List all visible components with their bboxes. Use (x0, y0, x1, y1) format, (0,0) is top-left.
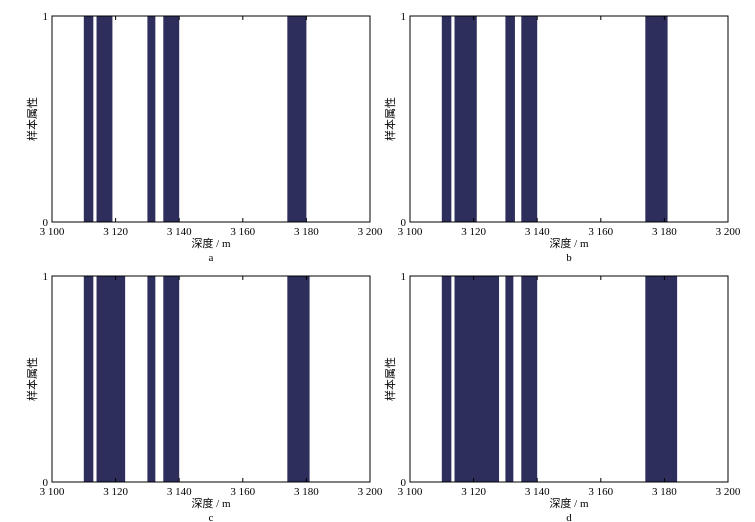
x-tick-label: 3 180 (294, 226, 319, 238)
panel-label: d (566, 512, 572, 522)
bar (505, 16, 515, 222)
bar (441, 276, 452, 482)
bar (83, 276, 94, 482)
y-tick-label: 0 (43, 477, 49, 489)
y-tick-label: 1 (401, 271, 407, 283)
x-axis-label: 深度 / m (191, 236, 231, 250)
x-tick-label: 3 140 (167, 486, 192, 498)
plot-frame (409, 275, 729, 483)
x-axis-label: 深度 / m (549, 236, 589, 250)
panel-label: c (209, 512, 214, 522)
x-tick-label: 3 180 (294, 486, 319, 498)
y-axis-label: 样本属性 (383, 97, 397, 141)
bar (287, 276, 310, 482)
y-tick-label: 1 (401, 11, 407, 23)
plot-frame (51, 15, 371, 223)
bar (163, 276, 180, 482)
chart-panel-d: 3 100 3 120 3 140 3 160 3 180 3 200 0 1 深度 / m 样本… (358, 260, 741, 522)
chart-panel-a: 3 100 3 120 3 140 3 160 3 180 3 200 0 1 深度 / m 样本… (0, 0, 383, 264)
bar-chart-svg: 3 100 3 120 3 140 3 160 3 180 3 200 0 1 深度 / m 样本… (383, 11, 741, 264)
bar-chart-svg: 3 100 3 120 3 140 3 160 3 180 3 200 0 1 深度 / m 样本… (25, 271, 383, 522)
bar (147, 16, 156, 222)
bar (645, 16, 668, 222)
x-tick-label: 3 140 (167, 226, 192, 238)
x-tick-label: 3 120 (103, 226, 128, 238)
x-tick-label: 3 160 (588, 486, 613, 498)
chart-panel-c: 3 100 3 120 3 140 3 160 3 180 3 200 0 1 深度 / m 样本… (0, 260, 383, 522)
plot-frame (409, 15, 729, 223)
y-axis-label: 样本属性 (383, 357, 397, 401)
y-axis-label: 样本属性 (25, 357, 39, 401)
x-tick-label: 3 160 (230, 226, 255, 238)
y-tick-label: 0 (401, 477, 407, 489)
x-tick-label: 3 100 (40, 226, 65, 238)
x-tick-label: 3 180 (652, 226, 677, 238)
x-tick-label: 3 160 (230, 486, 255, 498)
bar (441, 16, 452, 222)
bar (96, 276, 126, 482)
x-tick-label: 3 140 (525, 486, 550, 498)
x-axis-label: 深度 / m (549, 496, 589, 510)
x-tick-label: 3 120 (103, 486, 128, 498)
bar (505, 276, 514, 482)
bar (96, 16, 113, 222)
chart-panel-b: 3 100 3 120 3 140 3 160 3 180 3 200 0 1 深度 / m 样本… (358, 0, 741, 264)
x-tick-label: 3 200 (716, 486, 741, 498)
x-tick-label: 3 120 (461, 486, 486, 498)
bar (645, 276, 678, 482)
x-tick-label: 3 200 (358, 226, 383, 238)
bar (521, 16, 538, 222)
bar (147, 276, 156, 482)
bar (287, 16, 307, 222)
y-tick-label: 1 (43, 271, 49, 283)
plot-frame (51, 275, 371, 483)
y-tick-label: 0 (401, 217, 407, 229)
bar (163, 16, 180, 222)
x-tick-label: 3 200 (716, 226, 741, 238)
bar (454, 276, 500, 482)
bar (521, 276, 538, 482)
x-tick-label: 3 200 (358, 486, 383, 498)
x-tick-label: 3 180 (652, 486, 677, 498)
y-axis-label: 样本属性 (25, 97, 39, 141)
x-tick-label: 3 100 (398, 486, 423, 498)
bar-chart-svg: 3 100 3 120 3 140 3 160 3 180 3 200 0 1 深度 / m 样本… (383, 271, 741, 522)
panel-label: a (209, 252, 214, 264)
x-tick-label: 3 100 (398, 226, 423, 238)
x-axis-label: 深度 / m (191, 496, 231, 510)
bar-chart-svg: 3 100 3 120 3 140 3 160 3 180 3 200 0 1 深度 / m 样本… (25, 11, 383, 264)
panel-label: b (566, 252, 572, 264)
x-tick-label: 3 120 (461, 226, 486, 238)
x-tick-label: 3 160 (588, 226, 613, 238)
y-tick-label: 0 (43, 217, 49, 229)
bar (83, 16, 94, 222)
bar (454, 16, 477, 222)
x-tick-label: 3 140 (525, 226, 550, 238)
y-tick-label: 1 (43, 11, 49, 23)
x-tick-label: 3 100 (40, 486, 65, 498)
